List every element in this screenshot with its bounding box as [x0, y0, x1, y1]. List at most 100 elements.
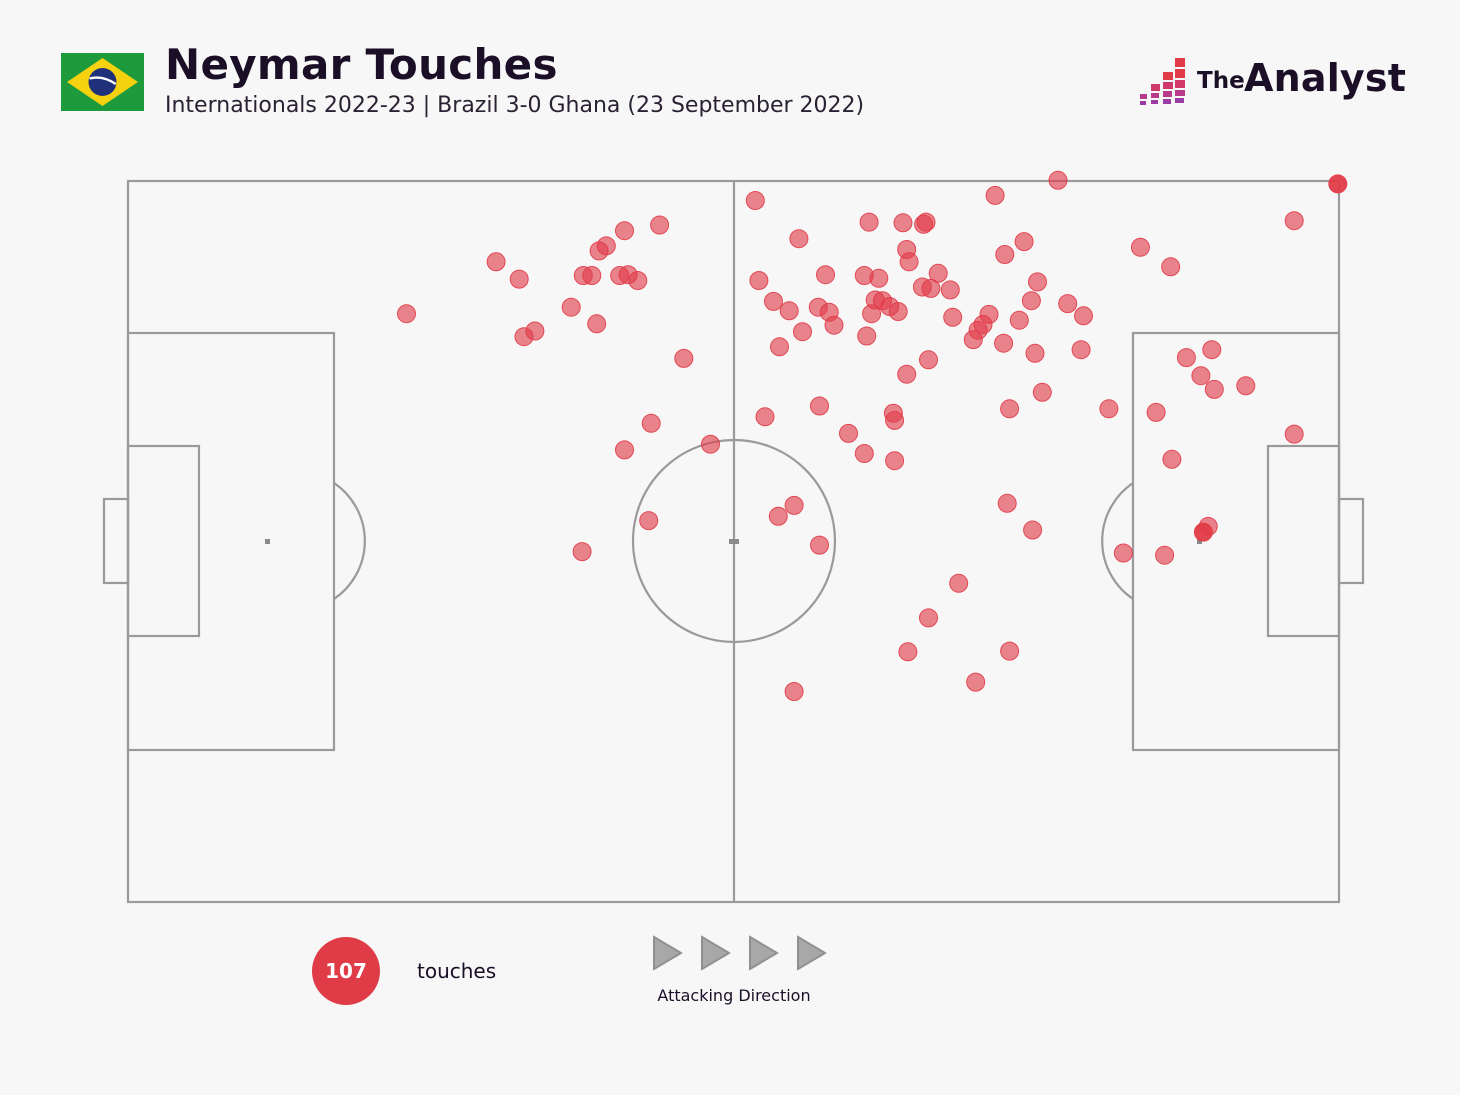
left-penalty-spot	[265, 539, 270, 544]
touch-point	[1014, 232, 1034, 252]
touch-point	[869, 268, 889, 288]
left-goal	[102, 497, 130, 585]
touch-point	[596, 236, 616, 256]
touch-point	[919, 350, 938, 370]
touch-point	[1202, 340, 1222, 360]
touch-point	[839, 423, 858, 443]
play-arrow-icon	[749, 935, 779, 971]
touch-point	[789, 229, 809, 249]
touch-point	[824, 315, 844, 335]
touch-point	[893, 213, 913, 233]
touch-point	[1113, 543, 1133, 563]
touch-point	[1009, 310, 1029, 330]
touch-point	[674, 348, 694, 368]
touch-point	[784, 495, 804, 515]
touch-point	[928, 263, 948, 283]
brazil-flag-icon	[61, 53, 144, 111]
right-penalty-area	[1131, 331, 1341, 752]
touch-point	[997, 493, 1017, 513]
right-penalty-spot	[1197, 539, 1202, 544]
touch-point	[615, 221, 634, 241]
touch-point	[1130, 237, 1150, 257]
touch-point	[1155, 545, 1175, 565]
touch-point	[587, 314, 607, 334]
touch-point	[1074, 306, 1093, 326]
touch-point	[755, 407, 775, 427]
touch-point	[749, 271, 769, 290]
pitch-markings	[102, 179, 1365, 904]
touch-point	[628, 271, 648, 290]
brand-name-label: Analyst	[1244, 56, 1407, 100]
attacking-direction-arrows	[653, 935, 827, 971]
touch-point	[1058, 294, 1078, 314]
touch-point	[897, 364, 917, 384]
touch-point	[1032, 382, 1052, 402]
touch-point	[561, 297, 581, 317]
touch-point	[650, 215, 670, 235]
touch-point	[916, 212, 936, 232]
play-arrow-icon	[701, 935, 731, 971]
touch-point	[1000, 641, 1020, 661]
play-arrow-icon	[797, 935, 827, 971]
touch-point	[979, 304, 999, 324]
touch-point	[1162, 449, 1182, 469]
left-penalty-arc	[333, 482, 366, 600]
touch-point	[1161, 257, 1181, 277]
touch-count: 107	[325, 959, 367, 983]
play-arrow-icon	[653, 935, 683, 971]
touch-point	[1176, 348, 1196, 368]
touch-point	[1204, 379, 1224, 399]
touch-point	[943, 307, 963, 327]
touch-point	[857, 326, 877, 346]
touch-point	[1236, 376, 1256, 396]
touch-point	[1193, 522, 1213, 542]
touch-point	[995, 245, 1015, 264]
touch-point	[572, 542, 592, 562]
touch-point	[525, 321, 545, 341]
touch-point	[854, 444, 874, 463]
touch-point	[1328, 174, 1348, 194]
touch-point	[1028, 272, 1047, 292]
touch-point	[486, 252, 506, 272]
touch-point	[1099, 399, 1119, 419]
left-penalty-area	[126, 331, 336, 752]
touch-point	[885, 451, 905, 471]
touch-point	[921, 278, 941, 298]
analyst-logo-icon	[1140, 58, 1185, 105]
touch-point	[745, 191, 765, 210]
touch-point	[940, 280, 960, 300]
touch-point	[639, 511, 659, 531]
right-six-yard-box	[1266, 444, 1341, 638]
left-six-yard-box	[126, 444, 201, 638]
touch-point	[885, 410, 905, 430]
touch-point	[779, 301, 799, 321]
touch-point	[615, 440, 634, 460]
touch-point	[899, 252, 919, 272]
touch-point	[985, 185, 1005, 205]
touch-point	[810, 535, 829, 555]
touch-point	[1071, 340, 1091, 360]
touch-point	[810, 396, 829, 416]
touch-point	[994, 333, 1014, 353]
touches-label: touches	[417, 959, 497, 983]
touch-point	[1021, 291, 1041, 311]
touch-point	[1284, 424, 1304, 444]
touch-point	[919, 608, 938, 628]
touch-point	[1048, 170, 1068, 190]
attacking-direction-label: Attacking Direction	[657, 986, 811, 1005]
brand-logo: The Analyst	[1137, 56, 1407, 112]
touch-points	[397, 170, 1348, 701]
centre-spot	[729, 539, 739, 544]
touch-point	[641, 413, 661, 433]
chart-title: Neymar Touches	[165, 40, 558, 89]
touch-point	[1191, 366, 1211, 386]
touch-point	[582, 266, 602, 285]
right-penalty-arc	[1101, 482, 1134, 600]
touch-point	[1000, 399, 1020, 419]
touch-point	[793, 322, 812, 342]
touch-point	[1023, 520, 1043, 540]
touch-point	[966, 672, 986, 692]
touch-point	[1146, 402, 1166, 422]
touch-point	[949, 573, 969, 593]
chart-subtitle: Internationals 2022-23 | Brazil 3-0 Ghan…	[165, 93, 865, 118]
